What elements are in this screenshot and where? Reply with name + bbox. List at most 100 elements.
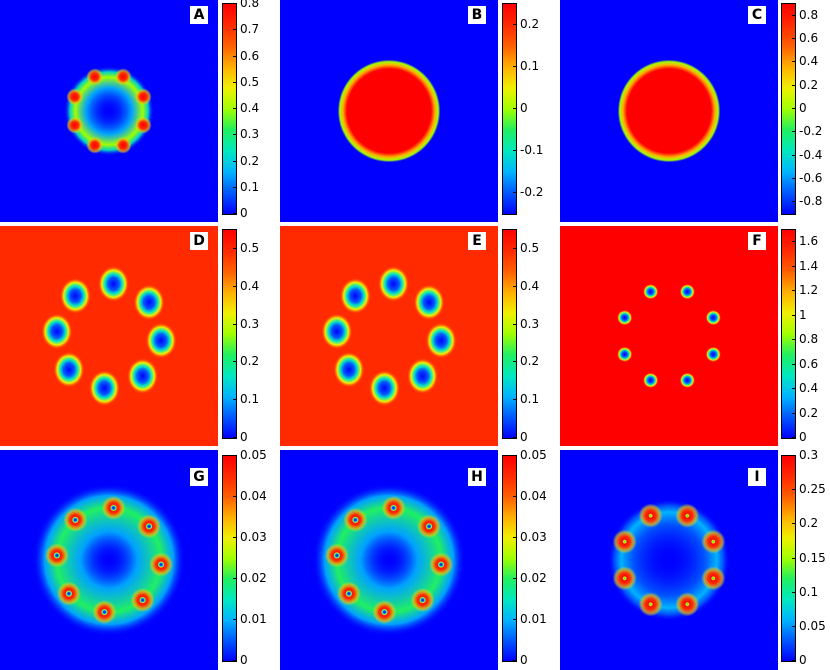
colorbar-gradient <box>222 3 237 215</box>
colorbar-tick-label: 0.2 <box>799 77 819 92</box>
heatmap-vortex <box>413 284 445 321</box>
colorbar-tick-mark <box>513 399 517 401</box>
colorbar-tick-label: 0.2 <box>240 354 260 369</box>
colorbar-tick-mark <box>792 388 796 390</box>
heatmap-vortex <box>705 346 722 363</box>
heatmap-vortex <box>710 538 717 545</box>
colorbar-tick-label: 1.2 <box>799 283 819 298</box>
colorbar-tick-label: 0.1 <box>520 59 540 73</box>
colorbar-tick-mark <box>233 213 237 214</box>
heatmap-vortex <box>100 608 109 616</box>
colorbar-tick-mark <box>792 14 796 16</box>
colorbar-tick-mark <box>513 24 517 25</box>
colorbar-tick-label: 0.3 <box>520 316 540 331</box>
colorbar-tick-label: 0.4 <box>799 54 819 69</box>
heatmap-vortex <box>621 538 628 545</box>
colorbar-tick-mark <box>233 134 237 136</box>
heatmap-vortex <box>684 512 691 519</box>
colorbar-tick-label: 0.5 <box>240 74 260 89</box>
colorbar-tick-mark <box>792 201 796 203</box>
heatmap-vortex <box>647 601 654 608</box>
heatmap-vortex <box>377 265 410 302</box>
panel-label: E <box>468 232 486 250</box>
colorbar-i: 0 0.05 0.1 0.15 0.2 0.25 0.3 <box>781 449 826 666</box>
heatmap-i <box>560 450 778 670</box>
colorbar-tick-label: 0.3 <box>240 316 260 331</box>
colorbar-e: 0 0.1 0.2 0.3 0.4 0.5 <box>502 229 539 443</box>
panel-label: F <box>748 232 766 250</box>
heatmap-vortex <box>97 265 130 302</box>
panel-label: H <box>468 468 486 486</box>
heatmap-peak <box>86 136 104 154</box>
colorbar-tick-label: 0.2 <box>520 17 540 31</box>
colorbar-tick-mark <box>513 578 517 579</box>
heatmap-vortex <box>339 277 372 314</box>
heatmap-vortex <box>647 512 654 519</box>
heatmap-peak <box>134 116 152 134</box>
panel-label: I <box>748 468 766 486</box>
colorbar-tick-label: 1.4 <box>799 258 819 273</box>
colorbar-tick-mark <box>513 150 517 151</box>
colorbar-tick-label: 0.4 <box>240 278 260 293</box>
heatmap-vortex <box>710 575 717 582</box>
colorbar-tick-label: 0.5 <box>520 240 540 255</box>
colorbar-gradient <box>502 3 517 215</box>
colorbar-tick-mark <box>792 660 796 661</box>
colorbar-tick-label: 0.03 <box>240 530 267 544</box>
colorbar-tick-label: 0.8 <box>799 7 819 22</box>
colorbar-tick-mark <box>792 523 796 525</box>
panel-label: C <box>748 6 766 24</box>
colorbar-tick-mark <box>792 131 796 133</box>
colorbar-gradient <box>222 455 237 662</box>
colorbar-tick-label: 0.4 <box>799 381 819 396</box>
colorbar-tick-mark <box>513 537 517 538</box>
heatmap-background <box>280 226 498 446</box>
colorbar-tick-mark <box>233 437 237 438</box>
heatmap-vortex <box>380 608 389 616</box>
colorbar-tick-label: -0.4 <box>799 147 823 162</box>
colorbar-tick-mark <box>513 455 517 456</box>
colorbar-d: 0 0.1 0.2 0.3 0.4 0.5 <box>222 229 259 443</box>
colorbar-tick-mark <box>513 361 517 363</box>
heatmap-vortex <box>145 522 153 531</box>
colorbar-tick-mark <box>792 61 796 63</box>
colorbar-tick-label: 1.6 <box>799 234 819 249</box>
heatmap-vortex <box>53 351 85 388</box>
colorbar-gradient <box>781 455 796 662</box>
heatmap-background <box>560 226 778 446</box>
colorbar-tick-label: 0.6 <box>240 48 260 63</box>
heatmap-vortex <box>437 560 445 569</box>
heatmap-vortex <box>616 309 633 326</box>
colorbar-tick-mark <box>513 619 517 620</box>
colorbar-tick-label: 0 <box>799 653 807 667</box>
heatmap-c <box>560 0 778 222</box>
colorbar-c: -0.8 -0.6 -0.4 -0.2 0 0.2 0.4 0.6 0.8 <box>781 3 822 215</box>
heatmap-b <box>280 0 498 222</box>
heatmap-vortex <box>406 358 439 395</box>
colorbar-tick-mark <box>792 241 796 243</box>
colorbar-tick-label: 0.15 <box>799 550 826 565</box>
colorbar-tick-mark <box>513 247 517 249</box>
colorbar-tick-mark <box>792 84 796 86</box>
heatmap-background <box>0 226 218 446</box>
heatmap-vortex <box>333 551 341 560</box>
colorbar-tick-label: -0.2 <box>799 124 823 139</box>
colorbar-tick-label: 0.2 <box>520 354 540 369</box>
colorbar-tick-mark <box>233 81 237 83</box>
heatmap-vortex <box>53 551 61 560</box>
colorbar-tick-label: 0.1 <box>799 584 819 599</box>
colorbar-tick-mark <box>792 265 796 267</box>
heatmap-vortex <box>351 516 360 524</box>
heatmap-vortex <box>71 516 80 524</box>
colorbar-h: 0 0.01 0.02 0.03 0.04 0.05 <box>502 449 547 666</box>
colorbar-tick-label: 0.02 <box>240 571 267 585</box>
colorbar-tick-label: 0.05 <box>240 448 267 462</box>
panel-label: D <box>190 232 208 250</box>
heatmap-peak <box>86 68 104 86</box>
heatmap-disk <box>337 59 441 163</box>
colorbar-tick-label: 0 <box>799 101 807 115</box>
colorbar-tick-mark <box>792 557 796 559</box>
colorbar-tick-mark <box>513 285 517 287</box>
heatmap-vortex <box>126 358 159 395</box>
